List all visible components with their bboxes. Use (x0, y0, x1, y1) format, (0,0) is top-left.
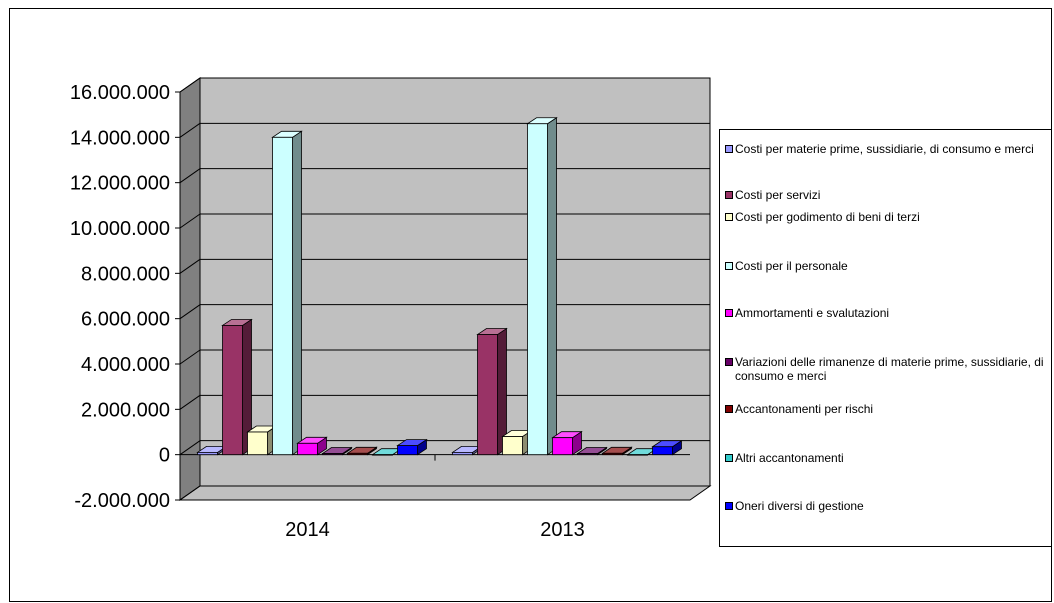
y-tick-label: 16.000.000 (70, 82, 170, 104)
y-tick-label: 8.000.000 (81, 263, 170, 285)
gridline-side (179, 213, 201, 229)
bar (551, 430, 583, 456)
gridline-side (179, 440, 201, 456)
legend-label: Costi per materie prime, sussidiarie, di… (735, 142, 1034, 156)
legend-item: Costi per servizi (725, 188, 1047, 202)
legend-label: Costi per il personale (735, 259, 848, 273)
bar-front (552, 437, 573, 456)
legend-item: Altri accantonamenti (725, 451, 1047, 465)
legend-label: Oneri diversi di gestione (735, 499, 864, 513)
gridline-side (179, 349, 201, 365)
legend-item: Costi per materie prime, sussidiarie, di… (725, 142, 1047, 156)
legend-swatch (725, 454, 733, 462)
legend-swatch (725, 309, 733, 317)
legend-item: Oneri diversi di gestione (725, 499, 1047, 513)
bar-front (627, 454, 648, 456)
legend-item: Ammortamenti e svalutazioni (725, 306, 1047, 320)
legend-swatch (725, 262, 733, 270)
bar-front (222, 325, 243, 456)
chart-side-wall (179, 77, 201, 501)
legend-item: Costi per il personale (725, 259, 1047, 273)
gridline-side (179, 122, 201, 138)
legend-label: Altri accantonamenti (735, 451, 844, 465)
legend-label: Ammortamenti e svalutazioni (735, 306, 890, 320)
y-tick-label: 14.000.000 (70, 127, 170, 149)
legend-label: Costi per godimento di beni di terzi (735, 210, 920, 224)
bar-front (452, 451, 473, 456)
bar-front (502, 436, 523, 456)
gridline-side (179, 394, 201, 410)
bar-front (347, 452, 368, 456)
y-tick-label: 12.000.000 (70, 173, 170, 195)
gridline-side (179, 304, 201, 320)
bar-front (397, 445, 418, 456)
legend-label: Costi per servizi (735, 188, 821, 202)
y-tick-label: -2.000.000 (74, 490, 170, 512)
bar (296, 436, 328, 456)
bar-front (322, 453, 343, 456)
legend-item: Costi per godimento di beni di terzi (725, 210, 1047, 224)
bar (476, 327, 508, 456)
bar (576, 446, 608, 456)
legend-swatch (725, 213, 733, 221)
bar (371, 448, 403, 456)
bar-front (602, 452, 623, 456)
bar-front (527, 123, 548, 456)
gridline-side (179, 258, 201, 274)
bar-side (547, 116, 557, 456)
gridline-side (179, 77, 201, 93)
y-tick-label: 10.000.000 (70, 218, 170, 240)
y-tick-label: 4.000.000 (81, 354, 170, 376)
gridline-side (179, 168, 201, 184)
bar (221, 318, 253, 456)
legend-item: Variazioni delle rimanenze di materie pr… (725, 355, 1047, 383)
y-tick-label: 6.000.000 (81, 309, 170, 331)
legend-swatch (725, 405, 733, 413)
bar (346, 446, 378, 456)
bar (526, 116, 558, 456)
legend-swatch (725, 145, 733, 153)
x-tick-label: 2014 (285, 519, 330, 541)
bar (271, 130, 303, 456)
bar (321, 446, 353, 456)
y-tick-label: 2.000.000 (81, 399, 170, 421)
bar-front (372, 454, 393, 456)
gridline-side (179, 485, 201, 501)
bar-front (297, 442, 318, 456)
bar-front (577, 453, 598, 456)
bar (626, 448, 658, 456)
bar (396, 438, 428, 456)
x-tick-label: 2013 (540, 519, 585, 541)
legend-item: Accantonamenti per rischi (725, 402, 1047, 416)
bar-front (652, 446, 673, 456)
legend-swatch (725, 358, 733, 366)
bar (651, 439, 683, 456)
bar-side (292, 130, 302, 456)
bar-front (197, 451, 218, 456)
bar-front (272, 136, 293, 456)
bar-front (477, 334, 498, 456)
legend-swatch (725, 502, 733, 510)
chart-floor (178, 485, 712, 501)
bar (601, 446, 633, 456)
legend-label: Accantonamenti per rischi (735, 402, 874, 416)
chart-legend: Costi per materie prime, sussidiarie, di… (719, 129, 1052, 547)
legend-label: Variazioni delle rimanenze di materie pr… (735, 355, 1044, 383)
y-tick-label: 0 (159, 445, 170, 467)
bar-front (247, 431, 268, 456)
legend-swatch (725, 191, 733, 199)
